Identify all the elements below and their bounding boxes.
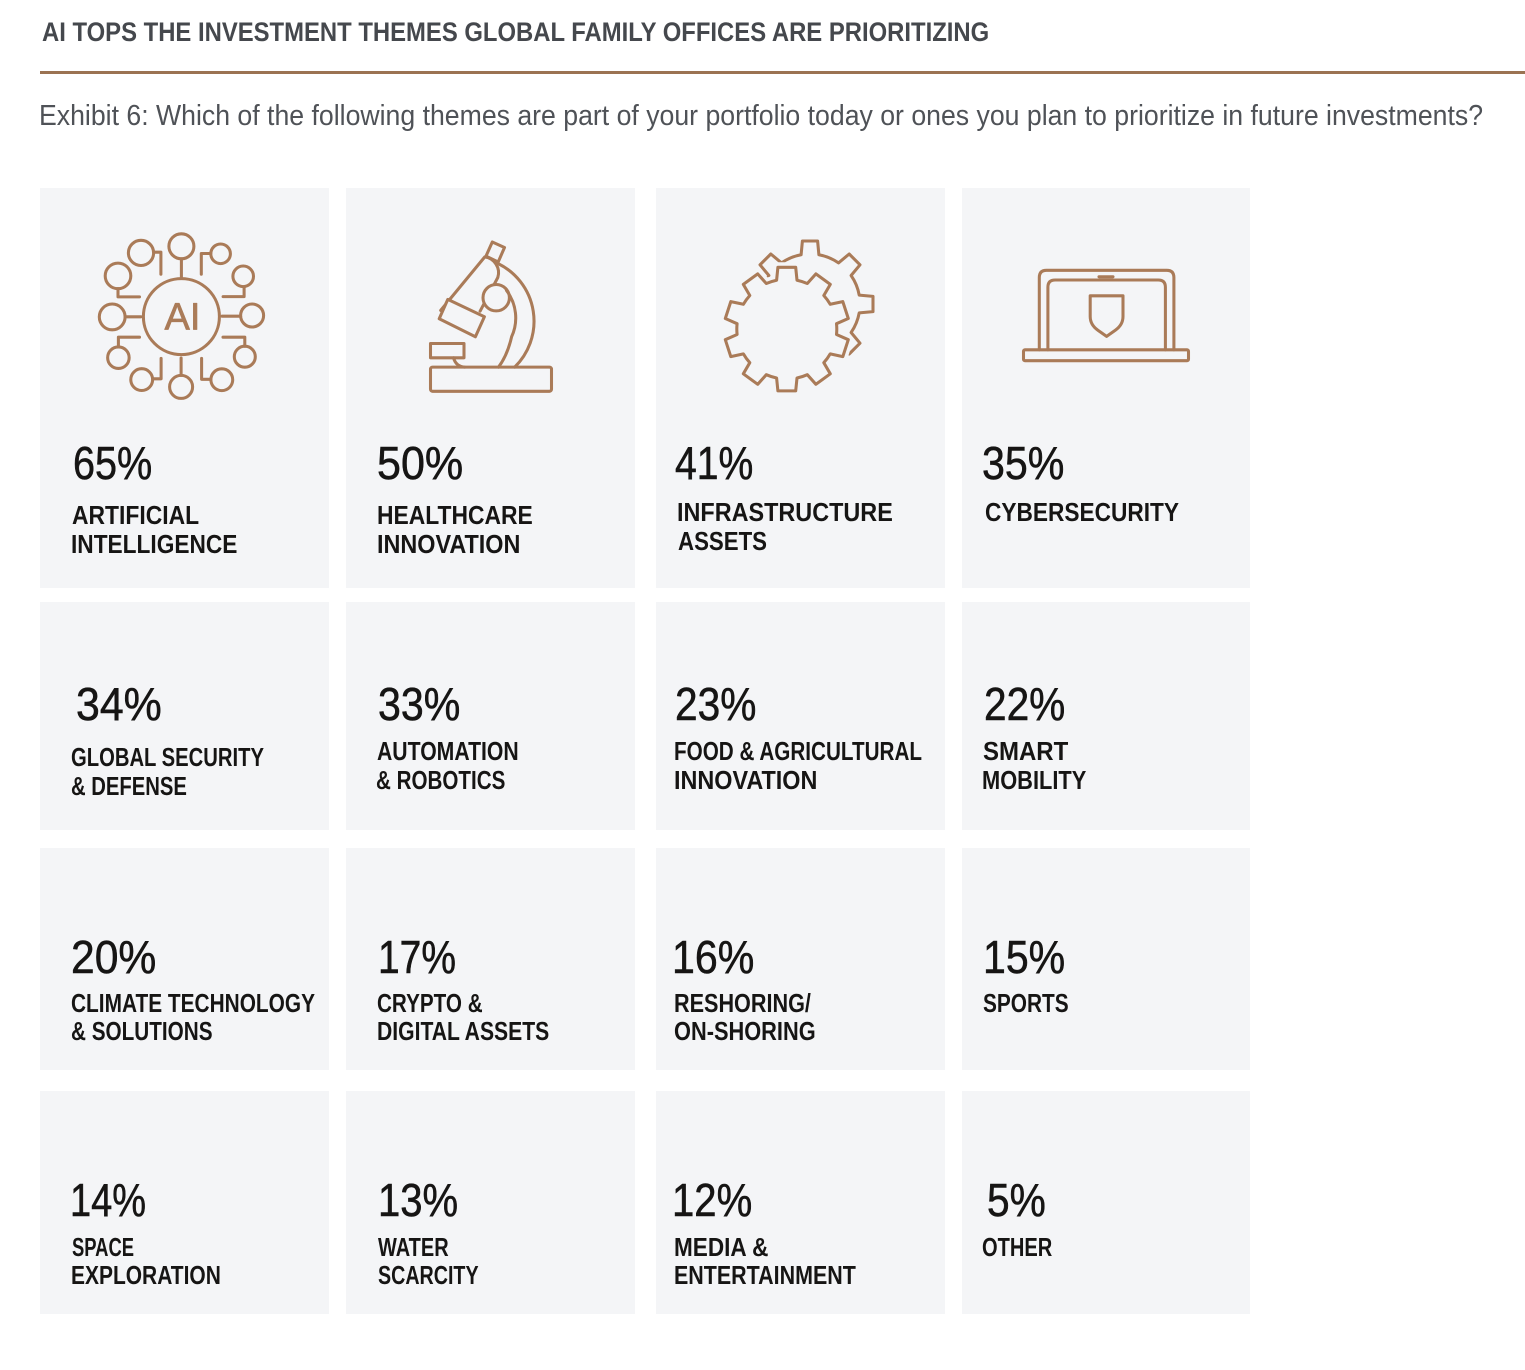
svg-text:AI: AI	[165, 297, 201, 339]
